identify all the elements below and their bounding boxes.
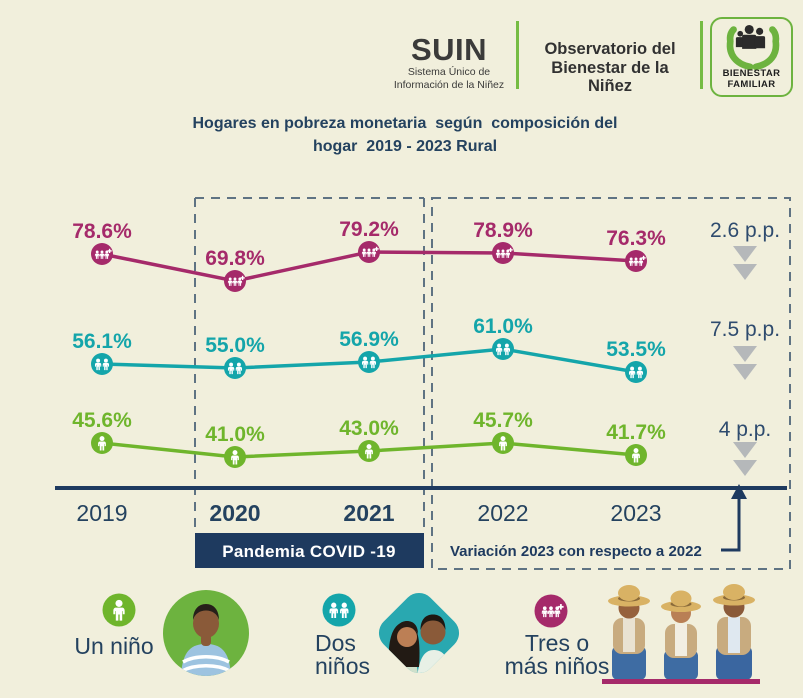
x-axis-label: 2019 [76,500,127,526]
value-label: 56.9% [339,328,399,351]
three-children-icon [534,594,568,628]
icbf-hands-family-icon [726,24,780,71]
value-label: 76.3% [606,227,666,250]
legend-label-un-nino: Un niño [74,633,154,659]
variation-arrow-line [721,498,741,552]
value-label: 41.7% [606,421,666,444]
value-label: 78.6% [72,220,132,243]
variation-value: 2.6 p.p. [710,219,780,242]
photo-one-child [163,590,249,676]
variation-value: 4 p.p. [719,418,772,441]
pandemic-label-box [195,533,424,568]
x-axis-label: 2020 [209,500,260,526]
data-point-marker [358,351,380,373]
one-child-icon [102,593,136,627]
down-arrow-icon [733,460,757,476]
down-arrow-icon [733,364,757,380]
value-label: 41.0% [205,423,265,446]
value-label: 43.0% [339,417,399,440]
header-divider [516,21,519,89]
down-arrow-icon [733,264,757,280]
icbf-logo-text: BIENESTAR FAMILIAR [722,68,781,90]
photo-two-children [373,587,465,679]
suin-logo: SUIN Sistema Único de Información de la … [393,32,505,91]
down-arrow-icon [733,246,757,262]
data-point-marker [625,361,647,383]
photo-three-children [608,584,755,680]
down-arrow-icon [733,346,757,362]
x-axis-label: 2023 [610,500,661,526]
data-point-marker [91,353,113,375]
header-divider [700,21,703,89]
page-title: Hogares en pobreza monetaria según compo… [192,115,618,155]
pandemic-label: Pandemia COVID -19 [222,542,396,561]
data-point-marker [492,338,514,360]
suin-subtitle: Sistema Único de Información de la Niñez [393,66,505,91]
variation-caption: Variación 2023 con respecto a 2022 [450,543,702,560]
value-label: 53.5% [606,338,666,361]
legend-label-dos-ninos: Dos niños [315,630,370,679]
value-label: 55.0% [205,334,265,357]
down-arrow-icon [733,442,757,458]
value-label: 45.6% [72,409,132,432]
value-label: 79.2% [339,218,399,241]
legend-label-tres-o-mas-ninos: Tres o más niños [504,630,610,679]
value-label: 61.0% [473,315,533,338]
variation-period-box [431,197,791,570]
legend-accent-bar [602,679,760,684]
suin-acronym: SUIN [410,32,488,67]
observatory-title: Observatorio del Bienestar de la Niñez [544,40,676,95]
x-axis-label: 2022 [477,500,528,526]
x-axis-label: 2021 [343,500,394,526]
two-children-icon [322,593,356,627]
up-arrow-icon [731,484,747,499]
value-label: 69.8% [205,247,265,270]
data-point-marker [224,357,246,379]
value-label: 78.9% [473,219,533,242]
variation-value: 7.5 p.p. [710,318,780,341]
value-label: 45.7% [473,409,533,432]
value-label: 56.1% [72,330,132,353]
icbf-bienestar-familiar-logo: BIENESTAR FAMILIAR [710,17,793,97]
